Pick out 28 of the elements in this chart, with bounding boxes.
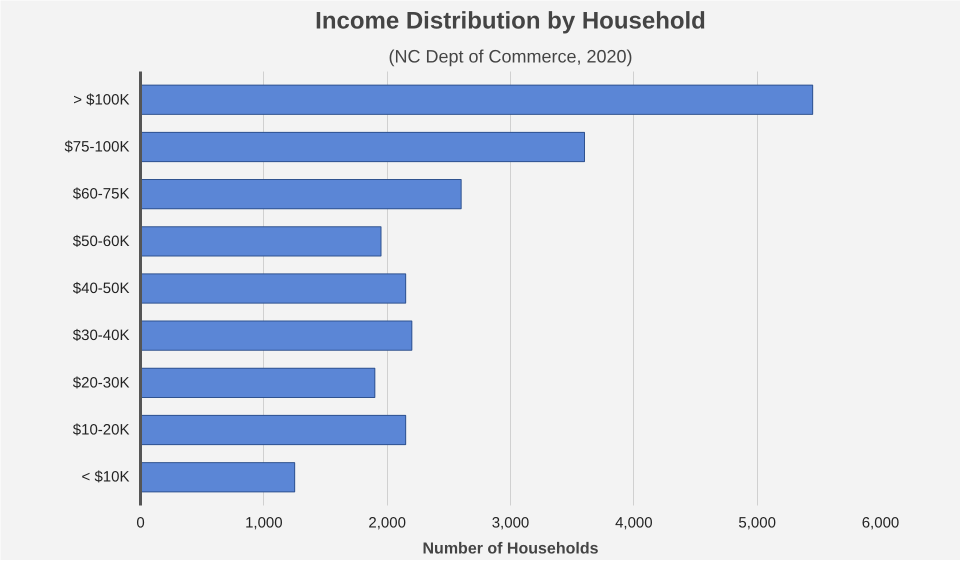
x-tick-label: 6,000 xyxy=(862,514,900,532)
bar xyxy=(140,320,412,351)
bar xyxy=(140,226,382,256)
x-tick-label: 1,000 xyxy=(245,514,283,532)
y-tick-label: < $10K xyxy=(82,468,130,486)
y-tick-label: $30-40K xyxy=(72,327,130,344)
bar xyxy=(140,179,462,210)
x-axis-title: Number of Households xyxy=(422,540,599,558)
x-tick-label: 2,000 xyxy=(368,514,406,532)
y-tick-label: $10-20K xyxy=(72,422,130,439)
y-tick-label: $20-30K xyxy=(72,374,130,392)
y-tick-label: $50-60K xyxy=(72,232,130,250)
x-tick-label: 4,000 xyxy=(615,514,653,532)
bar xyxy=(140,132,585,162)
bar xyxy=(140,84,814,115)
bar xyxy=(140,462,296,492)
bar xyxy=(140,368,376,398)
x-tick-label: 0 xyxy=(136,514,145,532)
x-tick-label: 3,000 xyxy=(492,514,530,532)
x-tick-label: 5,000 xyxy=(738,514,776,532)
y-tick-label: $75-100K xyxy=(64,138,130,156)
y-tick-label: $40-50K xyxy=(72,280,130,297)
bar xyxy=(140,273,406,304)
chart-subtitle: (NC Dept of Commerce, 2020) xyxy=(388,46,633,66)
y-tick-label: $60-75K xyxy=(72,186,130,203)
chart-title: Income Distribution by Household xyxy=(315,8,706,34)
bar xyxy=(140,414,406,446)
y-tick-label: > $100K xyxy=(73,91,130,108)
